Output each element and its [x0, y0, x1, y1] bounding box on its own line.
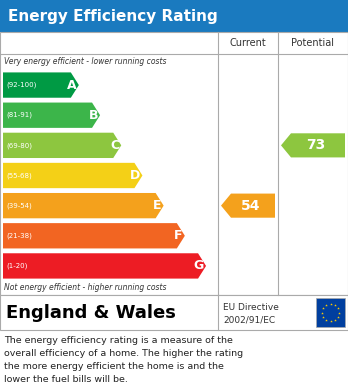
Bar [0, 0, 348, 32]
Polygon shape [281, 133, 345, 158]
Polygon shape [3, 163, 142, 188]
Text: Not energy efficient - higher running costs: Not energy efficient - higher running co… [4, 283, 166, 292]
Bar [0, 32, 348, 295]
Text: C: C [110, 139, 119, 152]
Text: 2002/91/EC: 2002/91/EC [223, 316, 275, 325]
Polygon shape [221, 194, 275, 218]
Polygon shape [3, 193, 164, 218]
Bar [316, 298, 345, 327]
Text: (39-54): (39-54) [6, 203, 32, 209]
Text: Energy Efficiency Rating: Energy Efficiency Rating [8, 9, 218, 23]
Text: E: E [153, 199, 161, 212]
Text: (69-80): (69-80) [6, 142, 32, 149]
Text: F: F [174, 229, 183, 242]
Text: The energy efficiency rating is a measure of the
overall efficiency of a home. T: The energy efficiency rating is a measur… [4, 336, 243, 384]
Text: 54: 54 [241, 199, 261, 213]
Text: Potential: Potential [292, 38, 334, 48]
Bar [0, 295, 348, 330]
Polygon shape [3, 133, 121, 158]
Polygon shape [3, 72, 79, 98]
Text: Current: Current [230, 38, 266, 48]
Polygon shape [3, 102, 100, 128]
Text: D: D [130, 169, 141, 182]
Text: Very energy efficient - lower running costs: Very energy efficient - lower running co… [4, 57, 166, 66]
Text: England & Wales: England & Wales [6, 303, 176, 321]
Text: (21-38): (21-38) [6, 233, 32, 239]
Polygon shape [3, 223, 185, 248]
Text: 73: 73 [306, 138, 326, 152]
Text: (1-20): (1-20) [6, 263, 27, 269]
Polygon shape [3, 253, 206, 279]
Text: EU Directive: EU Directive [223, 303, 279, 312]
Text: B: B [88, 109, 98, 122]
Text: (55-68): (55-68) [6, 172, 32, 179]
Text: G: G [194, 260, 204, 273]
Text: A: A [67, 79, 77, 91]
Text: (92-100): (92-100) [6, 82, 37, 88]
Text: (81-91): (81-91) [6, 112, 32, 118]
